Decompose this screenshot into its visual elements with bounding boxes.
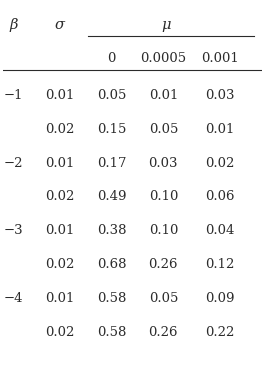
Text: σ: σ — [55, 18, 65, 32]
Text: −4: −4 — [4, 292, 23, 305]
Text: 0.04: 0.04 — [206, 224, 235, 237]
Text: 0.58: 0.58 — [97, 292, 126, 305]
Text: μ: μ — [161, 18, 171, 32]
Text: 0.02: 0.02 — [45, 258, 75, 271]
Text: 0.01: 0.01 — [45, 224, 75, 237]
Text: 0.58: 0.58 — [97, 326, 126, 339]
Text: 0.02: 0.02 — [45, 123, 75, 136]
Text: β: β — [9, 18, 18, 32]
Text: 0.06: 0.06 — [205, 190, 235, 203]
Text: 0.01: 0.01 — [206, 123, 235, 136]
Text: 0.68: 0.68 — [97, 258, 127, 271]
Text: 0.02: 0.02 — [45, 190, 75, 203]
Text: 0.26: 0.26 — [149, 326, 178, 339]
Text: 0: 0 — [108, 52, 116, 65]
Text: −1: −1 — [4, 89, 23, 102]
Text: 0.001: 0.001 — [201, 52, 239, 65]
Text: 0.22: 0.22 — [206, 326, 235, 339]
Text: 0.0005: 0.0005 — [140, 52, 186, 65]
Text: 0.17: 0.17 — [97, 157, 127, 170]
Text: 0.02: 0.02 — [45, 326, 75, 339]
Text: 0.09: 0.09 — [205, 292, 235, 305]
Text: 0.05: 0.05 — [97, 89, 126, 102]
Text: 0.10: 0.10 — [149, 224, 178, 237]
Text: 0.03: 0.03 — [205, 89, 235, 102]
Text: 0.05: 0.05 — [149, 123, 178, 136]
Text: 0.38: 0.38 — [97, 224, 127, 237]
Text: 0.10: 0.10 — [149, 190, 178, 203]
Text: 0.03: 0.03 — [149, 157, 178, 170]
Text: 0.01: 0.01 — [45, 89, 75, 102]
Text: −2: −2 — [4, 157, 23, 170]
Text: 0.49: 0.49 — [97, 190, 127, 203]
Text: 0.01: 0.01 — [149, 89, 178, 102]
Text: 0.15: 0.15 — [97, 123, 126, 136]
Text: 0.02: 0.02 — [206, 157, 235, 170]
Text: 0.26: 0.26 — [149, 258, 178, 271]
Text: 0.05: 0.05 — [149, 292, 178, 305]
Text: 0.01: 0.01 — [45, 157, 75, 170]
Text: 0.01: 0.01 — [45, 292, 75, 305]
Text: −3: −3 — [4, 224, 23, 237]
Text: 0.12: 0.12 — [206, 258, 235, 271]
